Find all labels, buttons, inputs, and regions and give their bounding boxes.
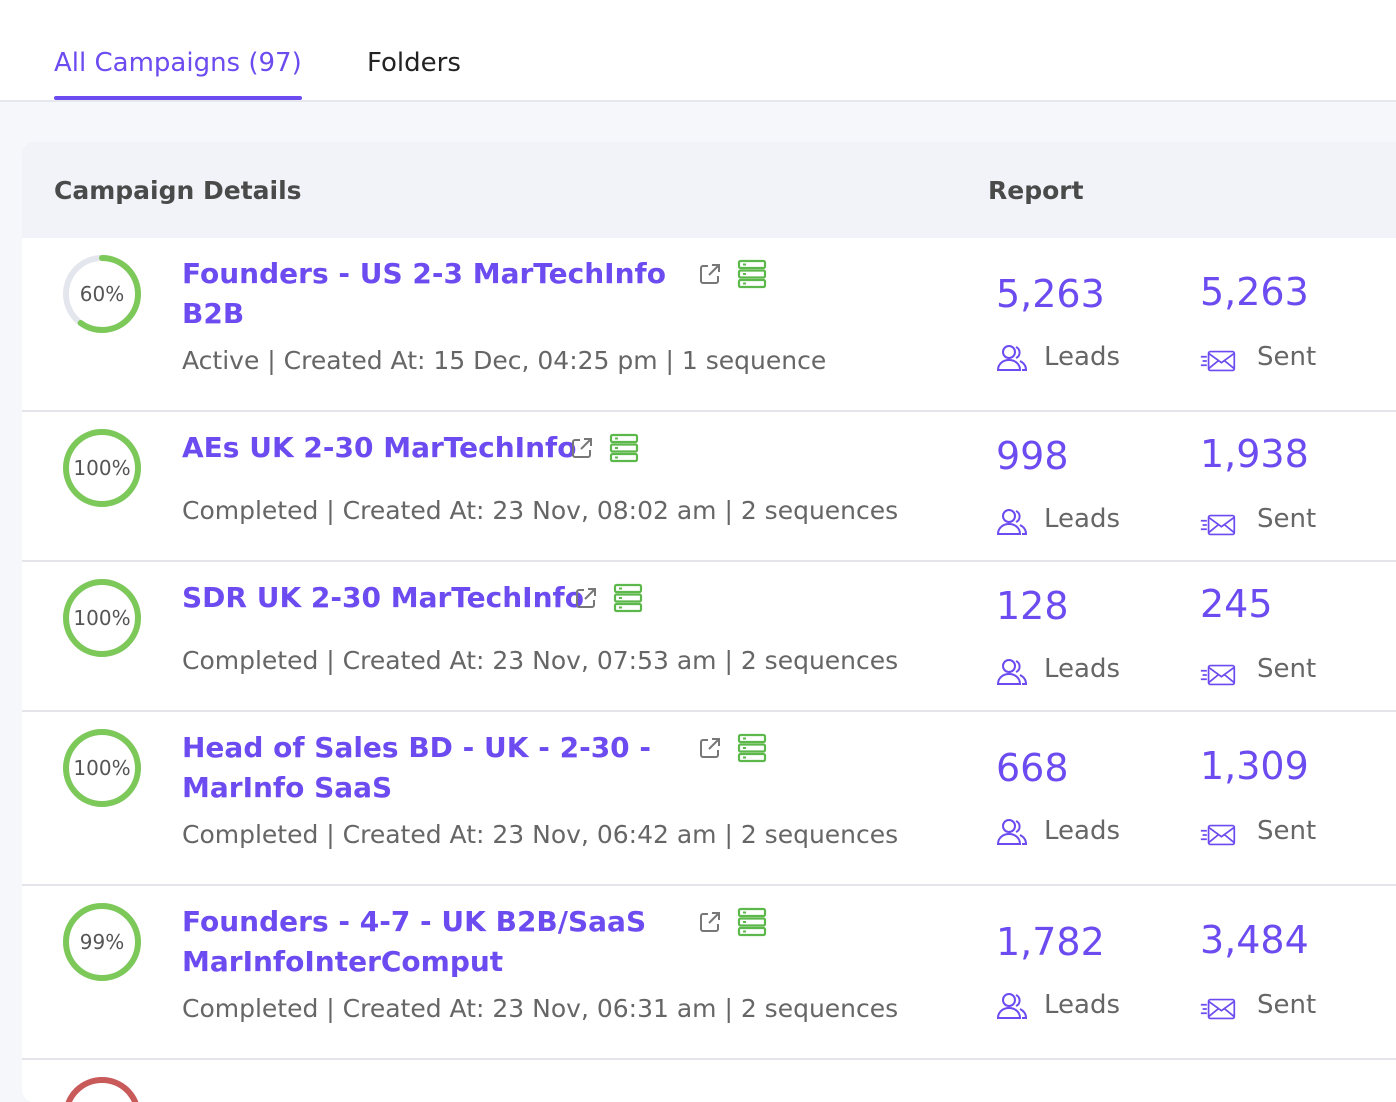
progress-percent: 100%	[73, 456, 131, 480]
leads-count: 998	[996, 434, 1069, 478]
sequence-stack-icon[interactable]	[736, 906, 768, 938]
campaign-title-line1[interactable]: Head of Sales BD - UK - 2-30 -	[182, 731, 652, 764]
leads-count: 1,782	[996, 920, 1105, 964]
send-mail-icon	[1200, 350, 1236, 372]
campaign-title[interactable]: Founders - US 2-3 MarTechInfo B2B	[182, 254, 666, 334]
progress-ring: 100%	[62, 728, 142, 808]
progress-percent: 99%	[79, 930, 125, 954]
sent-count: 1,938	[1200, 432, 1309, 476]
campaign-meta: Completed | Created At: 23 Nov, 06:31 am…	[182, 994, 899, 1023]
table-row[interactable]: 60% Founders - US 2-3 MarTechInfo B2B Ac…	[22, 238, 1396, 413]
leads-label: Leads	[1044, 504, 1121, 534]
sent-label: Sent	[1257, 342, 1317, 372]
sequence-stack-icon[interactable]	[612, 582, 644, 614]
tab-bar: All Campaigns (97) Folders	[0, 0, 1396, 102]
sent-count: 5,263	[1200, 270, 1309, 314]
header-report: Report	[988, 176, 1084, 205]
external-link-icon[interactable]	[696, 260, 724, 288]
progress-ring: 100%	[62, 428, 142, 508]
leads-count: 128	[996, 584, 1069, 628]
header-campaign-details: Campaign Details	[54, 176, 302, 205]
table-header: Campaign Details Report	[22, 142, 1396, 238]
users-icon	[996, 819, 1028, 845]
sequence-stack-icon[interactable]	[608, 432, 640, 464]
progress-percent: 100%	[73, 756, 131, 780]
tab-folders[interactable]: Folders	[367, 48, 461, 78]
sent-label: Sent	[1257, 816, 1317, 846]
campaign-title-line1[interactable]: AEs UK 2-30 MarTechInfo	[182, 431, 577, 464]
campaign-meta: Active | Created At: 15 Dec, 04:25 pm | …	[182, 346, 827, 375]
campaign-meta: Completed | Created At: 23 Nov, 08:02 am…	[182, 496, 899, 525]
users-icon	[996, 659, 1028, 685]
send-mail-icon	[1200, 664, 1236, 686]
send-mail-icon	[1200, 998, 1236, 1020]
send-mail-icon	[1200, 824, 1236, 846]
leads-label: Leads	[1044, 990, 1121, 1020]
table-row[interactable]: 100% AEs UK 2-30 MarTechInfo Completed |…	[22, 412, 1396, 563]
active-tab-indicator	[54, 96, 302, 100]
progress-ring: 100%	[62, 578, 142, 658]
leads-count: 5,263	[996, 272, 1105, 316]
leads-label: Leads	[1044, 816, 1121, 846]
campaign-title[interactable]: Head of Sales BD - UK - 2-30 - MarInfo S…	[182, 728, 651, 808]
sent-count: 1,309	[1200, 744, 1309, 788]
sequence-stack-icon[interactable]	[736, 258, 768, 290]
external-link-icon[interactable]	[572, 584, 600, 612]
sent-label: Sent	[1257, 654, 1317, 684]
campaign-title-line2[interactable]: B2B	[182, 297, 245, 330]
campaign-title-line1[interactable]: Founders - US 2-3 MarTechInfo	[182, 257, 666, 290]
table-row[interactable]: 100% SDR UK 2-30 MarTechInfo Completed |…	[22, 562, 1396, 713]
sent-count: 3,484	[1200, 918, 1309, 962]
campaign-title-line1[interactable]: Founders - 4-7 - UK B2B/SaaS	[182, 905, 647, 938]
users-icon	[996, 345, 1028, 371]
send-mail-icon	[1200, 514, 1236, 536]
external-link-icon[interactable]	[696, 734, 724, 762]
users-icon	[996, 993, 1028, 1019]
progress-ring	[62, 1076, 142, 1102]
sent-label: Sent	[1257, 504, 1317, 534]
table-row-partial[interactable]	[22, 1060, 1396, 1102]
campaigns-table: Campaign Details Report 60% Founders - U…	[22, 142, 1396, 1102]
sequence-stack-icon[interactable]	[736, 732, 768, 764]
table-row[interactable]: 99% Founders - 4-7 - UK B2B/SaaS MarInfo…	[22, 886, 1396, 1061]
users-icon	[996, 509, 1028, 535]
sent-label: Sent	[1257, 990, 1317, 1020]
campaign-title-line2[interactable]: MarInfoInterComput	[182, 945, 504, 978]
campaign-title-line2[interactable]: MarInfo SaaS	[182, 771, 393, 804]
progress-ring: 60%	[62, 254, 142, 334]
external-link-icon[interactable]	[696, 908, 724, 936]
progress-ring: 99%	[62, 902, 142, 982]
leads-label: Leads	[1044, 654, 1121, 684]
campaign-title-line1[interactable]: SDR UK 2-30 MarTechInfo	[182, 581, 584, 614]
campaign-meta: Completed | Created At: 23 Nov, 07:53 am…	[182, 646, 899, 675]
campaign-title[interactable]: Founders - 4-7 - UK B2B/SaaS MarInfoInte…	[182, 902, 646, 982]
table-row[interactable]: 100% Head of Sales BD - UK - 2-30 - MarI…	[22, 712, 1396, 887]
tab-all-campaigns[interactable]: All Campaigns (97)	[54, 48, 302, 78]
progress-percent: 100%	[73, 606, 131, 630]
sent-count: 245	[1200, 582, 1273, 626]
campaign-title[interactable]: AEs UK 2-30 MarTechInfo	[182, 428, 576, 468]
progress-percent: 60%	[79, 282, 125, 306]
external-link-icon[interactable]	[568, 434, 596, 462]
leads-label: Leads	[1044, 342, 1121, 372]
campaign-title[interactable]: SDR UK 2-30 MarTechInfo	[182, 578, 584, 618]
leads-count: 668	[996, 746, 1069, 790]
campaign-meta: Completed | Created At: 23 Nov, 06:42 am…	[182, 820, 899, 849]
